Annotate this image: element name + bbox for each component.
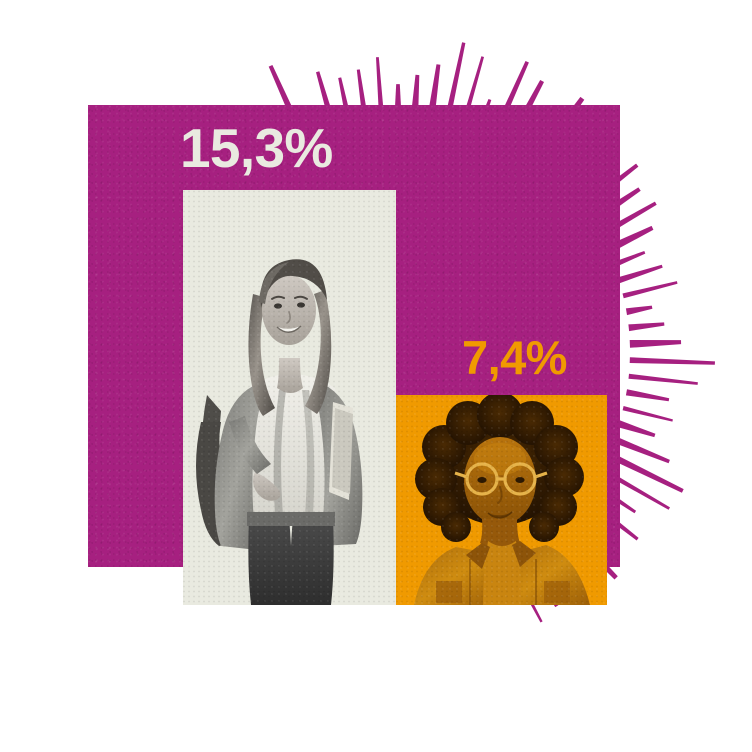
student-photo-illustration: [183, 190, 396, 605]
portrait-photo-panel: [396, 395, 607, 605]
student-photo-panel: [183, 190, 396, 605]
stat-value-secondary: 7,4%: [462, 331, 567, 384]
stat-value-primary: 15,3%: [180, 117, 333, 179]
portrait-photo-illustration: [396, 395, 607, 605]
